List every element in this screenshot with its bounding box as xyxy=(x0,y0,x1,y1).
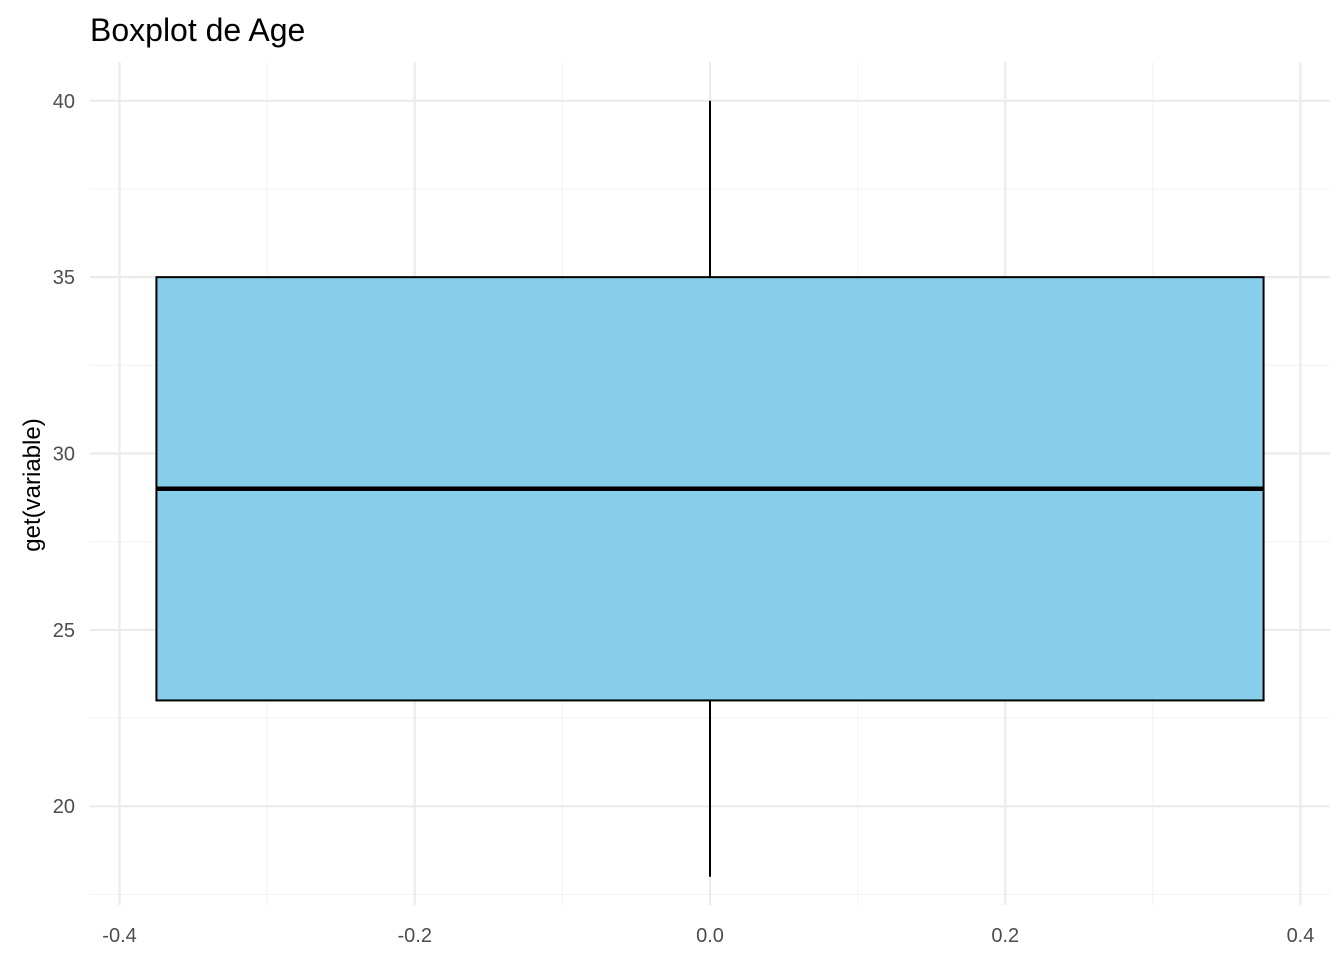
y-tick-label: 20 xyxy=(53,796,75,818)
chart-title: Boxplot de Age xyxy=(90,12,305,48)
x-tick-label: 0.4 xyxy=(1287,925,1315,947)
x-tick-label: 0.0 xyxy=(696,925,724,947)
y-tick-label: 30 xyxy=(53,444,75,466)
y-tick-label: 40 xyxy=(53,91,75,113)
x-tick-label: -0.4 xyxy=(102,925,136,947)
boxplot-layer xyxy=(155,100,1265,877)
x-axis-tick-labels: -0.4 -0.2 0.0 0.2 0.4 xyxy=(102,925,1314,947)
y-axis-tick-labels: 20 25 30 35 40 xyxy=(53,91,75,818)
y-tick-label: 25 xyxy=(53,620,75,642)
y-axis-title: get(variable) xyxy=(19,418,46,551)
x-tick-label: -0.2 xyxy=(398,925,432,947)
y-tick-label: 35 xyxy=(53,267,75,289)
x-tick-label: 0.2 xyxy=(991,925,1019,947)
